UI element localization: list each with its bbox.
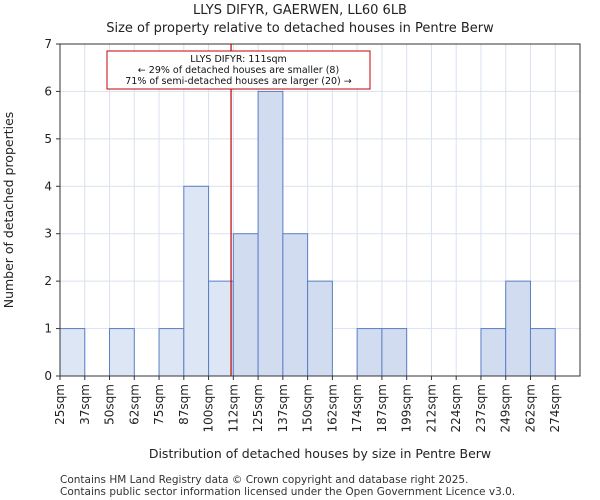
y-tick-label: 4 [44, 179, 52, 193]
annotation-smaller: ← 29% of detached houses are smaller (8) [138, 65, 339, 76]
x-tick-label: 62sqm [127, 384, 141, 425]
x-tick-label: 237sqm [474, 384, 488, 432]
x-tick-label: 137sqm [276, 384, 290, 432]
x-axis-label: Distribution of detached houses by size … [149, 446, 491, 461]
bar-174sqm [356, 328, 383, 377]
bar-112sqm [232, 233, 259, 377]
x-tick-label: 75sqm [152, 384, 166, 425]
x-tick-label: 162sqm [325, 384, 339, 432]
x-tick-label: 100sqm [202, 384, 216, 432]
bar-187sqm [381, 328, 408, 377]
x-tick-label: 125sqm [251, 384, 265, 432]
x-tick-label: 274sqm [548, 384, 562, 432]
y-tick-label: 2 [44, 274, 52, 288]
x-tick-label: 262sqm [523, 384, 537, 432]
x-tick-label: 87sqm [177, 384, 191, 425]
y-tick-label: 5 [44, 132, 52, 146]
y-tick-label: 0 [44, 369, 52, 383]
bar-87sqm [183, 185, 210, 377]
x-tick-label: 50sqm [103, 384, 117, 425]
y-axis-label: Number of detached properties [1, 112, 16, 309]
chart-title: LLYS DIFYR, GAERWEN, LL60 6LB [193, 3, 407, 18]
bar-262sqm [529, 328, 556, 377]
bar-50sqm [109, 328, 135, 377]
bar-125sqm [257, 90, 284, 377]
y-tick-label: 6 [44, 84, 52, 98]
plot-frame [59, 43, 581, 377]
y-tick-label: 3 [44, 227, 52, 241]
x-axis-ticks: 25sqm 37sqm 50sqm 62sqm 75sqm 87sqm 100sqm 112s… [53, 376, 562, 432]
x-tick-label: 112sqm [226, 384, 240, 432]
bar-150sqm [307, 280, 333, 377]
x-tick-label: 25sqm [53, 384, 67, 425]
bar-100sqm [208, 280, 234, 377]
y-tick-label: 1 [44, 322, 52, 336]
y-tick-label: 7 [44, 37, 52, 51]
footer-licence: Contains public sector information licen… [60, 486, 516, 498]
x-tick-label: 212sqm [424, 384, 438, 432]
annotation-box [106, 50, 371, 90]
x-tick-label: 187sqm [375, 384, 389, 432]
bar-137sqm [282, 233, 309, 377]
x-tick-label: 174sqm [350, 384, 364, 432]
footer-copyright: Contains HM Land Registry data © Crown c… [60, 474, 469, 486]
annotation-larger: 71% of semi-detached houses are larger (… [125, 76, 352, 87]
x-tick-label: 150sqm [301, 384, 315, 432]
annotation-title: LLYS DIFYR: 111sqm [190, 54, 286, 65]
bar-75sqm [158, 328, 185, 377]
bars [59, 90, 556, 377]
y-axis-ticks: 0 1 2 3 4 5 6 7 [44, 37, 60, 383]
x-tick-label: 224sqm [449, 384, 463, 432]
bar-249sqm [505, 280, 531, 377]
bar-237sqm [480, 328, 507, 377]
x-tick-label: 37sqm [78, 384, 92, 425]
bar-25sqm [59, 328, 86, 377]
x-tick-label: 199sqm [400, 384, 414, 432]
x-tick-label: 249sqm [499, 384, 513, 432]
chart-subtitle: Size of property relative to detached ho… [106, 21, 494, 36]
property-annotation: LLYS DIFYR: 111sqm← 29% of detached hous… [106, 50, 371, 90]
